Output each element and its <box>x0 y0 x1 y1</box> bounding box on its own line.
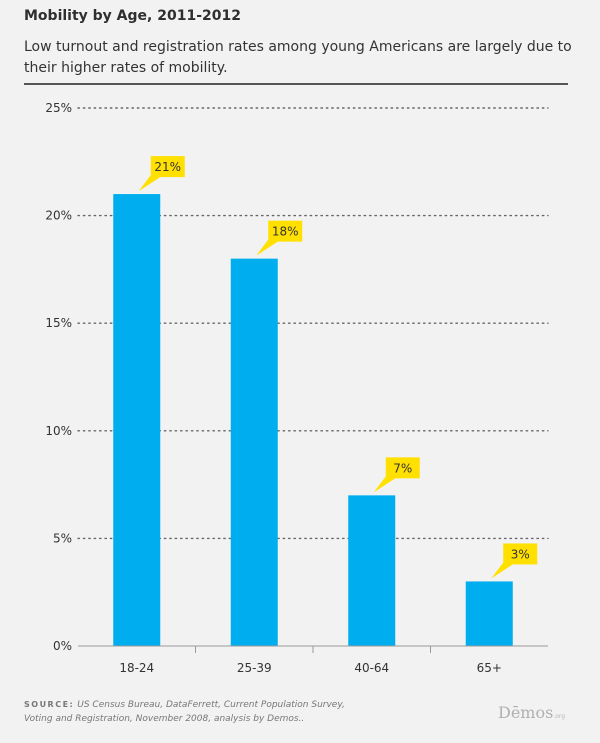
x-axis <box>78 645 548 653</box>
data-labels: 21% 18% 7% 3% <box>138 156 538 579</box>
source-text: US Census Bureau, DataFerrett, Current P… <box>24 700 345 724</box>
logo-text: Dēmos <box>498 703 554 722</box>
data-label-text: 7% <box>393 461 412 475</box>
chart-subtitle: Low turnout and registration rates among… <box>24 39 572 76</box>
data-label: 21% <box>138 156 185 192</box>
y-tick-label: 15% <box>45 316 72 330</box>
bar <box>465 581 513 646</box>
x-tick-label: 65+ <box>477 661 502 675</box>
x-tick-label: 18-24 <box>119 661 154 675</box>
source-note: SOURCE: US Census Bureau, DataFerrett, Cu… <box>24 698 354 726</box>
y-tick-label: 10% <box>45 424 72 438</box>
callout-pointer <box>373 476 397 493</box>
bars <box>113 194 513 646</box>
chart-title: Mobility by Age, 2011-2012 <box>24 8 241 24</box>
callout-box <box>150 156 185 178</box>
source-label: SOURCE: <box>24 700 75 709</box>
x-axis-tick-labels: 18-24 25-39 40-64 65+ <box>119 661 502 675</box>
callout-box <box>503 543 538 565</box>
y-tick-label: 0% <box>53 639 72 653</box>
bar <box>348 495 396 646</box>
y-tick-label: 5% <box>53 531 72 545</box>
data-label: 3% <box>491 543 538 579</box>
data-label-text: 18% <box>272 225 299 239</box>
demos-logo: Dēmos.org <box>498 703 565 722</box>
header-divider <box>24 83 568 85</box>
callout-pointer <box>138 175 162 192</box>
data-label: 18% <box>256 220 303 256</box>
bar-chart: 0% 5% 10% 15% 20% 25% 21% 18% 7% 3% 18-24 25-39 40… <box>45 101 549 675</box>
callout-box <box>268 220 303 242</box>
bar <box>230 258 278 646</box>
bar <box>113 194 161 646</box>
x-tick-label: 25-39 <box>237 661 272 675</box>
y-tick-label: 25% <box>45 101 72 115</box>
callout-box <box>385 457 420 479</box>
x-tick-label: 40-64 <box>354 661 389 675</box>
callout-pointer <box>256 239 280 256</box>
y-tick-label: 20% <box>45 209 72 223</box>
y-axis-tick-labels: 0% 5% 10% 15% 20% 25% <box>45 101 72 653</box>
data-label: 7% <box>373 457 420 493</box>
data-label-text: 21% <box>154 160 181 174</box>
data-label-text: 3% <box>511 547 530 561</box>
callout-pointer <box>491 562 515 579</box>
logo-suffix: .org <box>553 713 566 720</box>
